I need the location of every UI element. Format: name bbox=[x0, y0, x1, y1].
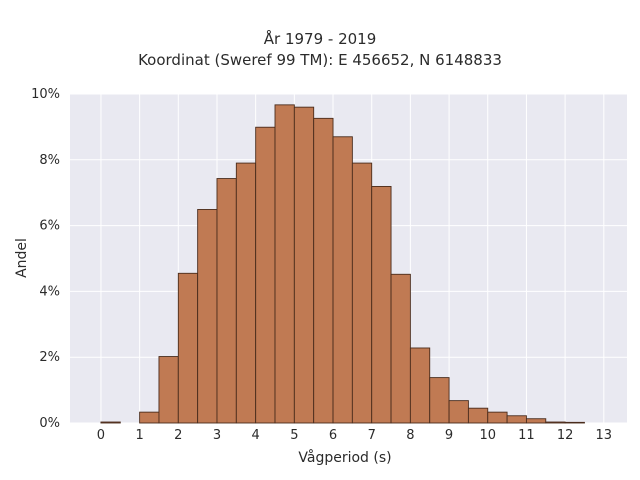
y-tick-label: 4% bbox=[39, 284, 60, 299]
x-tick-label: 1 bbox=[135, 428, 143, 443]
y-tick-label: 6% bbox=[39, 219, 60, 234]
x-axis-label: Vågperiod (s) bbox=[298, 449, 391, 466]
bars bbox=[100, 104, 585, 424]
histogram-bar bbox=[371, 185, 392, 424]
histogram-bar bbox=[332, 136, 353, 424]
chart-subtitle: Koordinat (Sweref 99 TM): E 456652, N 61… bbox=[138, 51, 502, 69]
x-tick-label: 0 bbox=[97, 428, 105, 443]
histogram-bar bbox=[216, 178, 237, 424]
y-tick-label: 2% bbox=[39, 350, 60, 365]
y-tick-label: 8% bbox=[39, 153, 60, 168]
histogram-bar bbox=[255, 126, 276, 424]
y-axis-label: Andel bbox=[14, 238, 30, 278]
x-tick-label: 6 bbox=[329, 428, 337, 443]
histogram-bar bbox=[100, 421, 121, 424]
y-tick-label: 0% bbox=[39, 416, 60, 431]
histogram-bar bbox=[293, 106, 315, 424]
histogram-bar bbox=[467, 407, 489, 424]
x-axis-ticks: 0 1 2 3 4 5 6 7 8 9 10 11 12 13 bbox=[97, 428, 612, 443]
histogram-bar bbox=[139, 411, 160, 424]
histogram-bar bbox=[448, 400, 469, 424]
x-tick-label: 9 bbox=[445, 428, 453, 443]
y-axis-ticks: 0% 2% 4% 6% 8% 10% bbox=[31, 87, 60, 431]
x-tick-label: 11 bbox=[518, 428, 535, 443]
histogram-bar bbox=[506, 415, 527, 424]
x-tick-label: 3 bbox=[213, 428, 221, 443]
x-tick-label: 13 bbox=[596, 428, 613, 443]
histogram-bar bbox=[274, 104, 295, 424]
x-tick-label: 5 bbox=[290, 428, 298, 443]
histogram-bar bbox=[564, 421, 585, 424]
x-tick-label: 12 bbox=[557, 428, 574, 443]
x-tick-label: 2 bbox=[174, 428, 182, 443]
x-tick-label: 8 bbox=[406, 428, 414, 443]
chart-title: År 1979 - 2019 bbox=[263, 30, 377, 48]
histogram-bar bbox=[487, 411, 508, 424]
histogram-bar bbox=[409, 347, 431, 424]
x-tick-label: 4 bbox=[252, 428, 260, 443]
histogram-bar bbox=[158, 356, 179, 424]
histogram-bar bbox=[351, 162, 373, 424]
x-tick-label: 10 bbox=[479, 428, 496, 443]
histogram-bar bbox=[177, 272, 199, 424]
histogram-bar bbox=[197, 209, 218, 424]
histogram-bar bbox=[545, 421, 566, 424]
histogram-bar bbox=[313, 117, 334, 424]
histogram-bar bbox=[429, 377, 450, 424]
x-tick-label: 7 bbox=[368, 428, 376, 443]
histogram-bar bbox=[525, 418, 547, 424]
histogram-bar bbox=[235, 162, 257, 424]
histogram-bar bbox=[390, 273, 411, 424]
y-tick-label: 10% bbox=[31, 87, 60, 102]
